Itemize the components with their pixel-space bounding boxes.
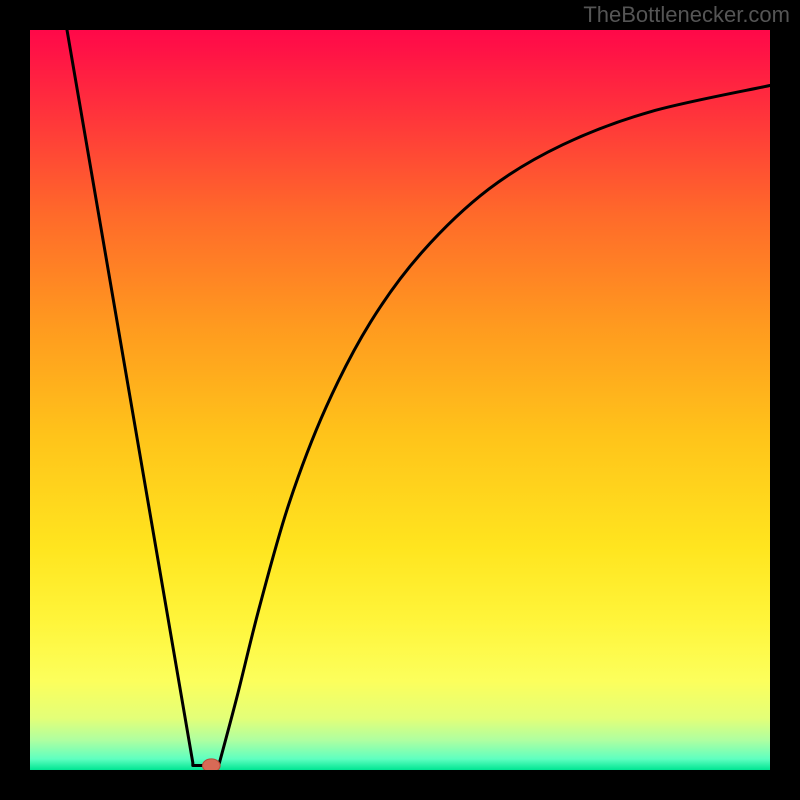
chart-container: TheBottlenecker.com: [0, 0, 800, 800]
watermark-text: TheBottlenecker.com: [583, 2, 790, 28]
curve-layer: [30, 30, 770, 770]
bottleneck-curve: [67, 30, 770, 766]
plot-area: [30, 30, 770, 770]
optimal-marker: [202, 759, 220, 770]
